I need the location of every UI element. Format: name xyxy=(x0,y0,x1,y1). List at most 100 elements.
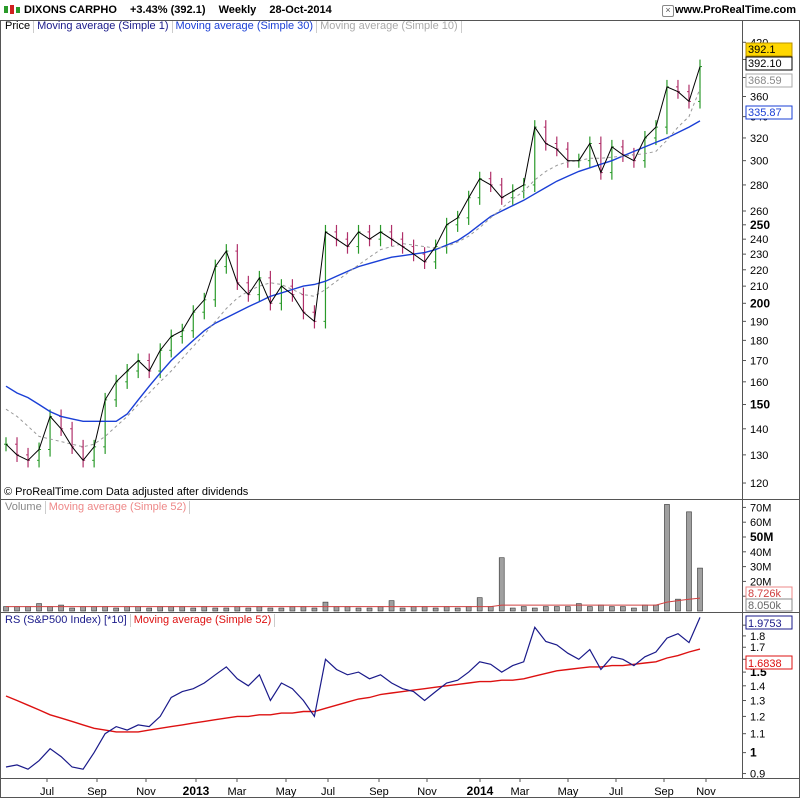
volume-bar xyxy=(664,504,670,612)
volume-bar xyxy=(509,607,516,612)
price-badge xyxy=(745,73,793,88)
rs-badge-label: 1.9753 xyxy=(748,618,782,630)
close-icon[interactable]: × xyxy=(662,5,674,17)
time-tick-label: Nov xyxy=(417,786,437,798)
volume-bar xyxy=(520,606,527,612)
volume-bar xyxy=(609,606,615,612)
price-change: +3.43% (392.1) xyxy=(129,4,206,16)
time-tick-label: Nov xyxy=(136,786,156,798)
rs-tick-label: 0.9 xyxy=(750,769,765,781)
time-tick-label: Sep xyxy=(369,786,389,798)
volume-bar xyxy=(234,606,241,612)
volume-legend: Volume Moving average (Simple 52) xyxy=(2,501,191,514)
volume-bar xyxy=(410,606,417,612)
price-badge-label: 392.10 xyxy=(748,58,782,70)
volume-bar xyxy=(36,603,42,612)
rs-tick-label: 1.2 xyxy=(750,711,765,723)
price-tick-label: 220 xyxy=(750,265,768,277)
outer-frame xyxy=(0,20,800,798)
volume-badge-label: 8.726k xyxy=(748,588,782,600)
price-badge-label: 368.59 xyxy=(748,75,782,87)
time-tick-label: May xyxy=(276,786,297,798)
time-tick-label: May xyxy=(558,786,579,798)
volume-tick-label: 60M xyxy=(750,517,771,529)
volume-bar xyxy=(697,567,703,612)
time-tick-label: 2013 xyxy=(183,784,210,798)
ma1-line xyxy=(5,66,701,462)
volume-bar xyxy=(587,606,593,612)
volume-bar xyxy=(531,607,538,612)
volume-bar xyxy=(421,606,428,612)
volume-bar xyxy=(642,604,648,612)
candlestick-icon xyxy=(4,5,20,14)
price-badge xyxy=(745,42,793,57)
legend-volume-ma[interactable]: Moving average (Simple 52) xyxy=(46,501,191,514)
price-tick-label: 190 xyxy=(750,316,768,328)
price-tick-label: 300 xyxy=(750,156,768,168)
volume-bar xyxy=(168,606,175,612)
volume-bar xyxy=(80,606,86,612)
price-tick-label: 150 xyxy=(750,398,770,412)
price-tick-label: 360 xyxy=(750,92,768,104)
volume-bar xyxy=(113,607,119,612)
ticker-name: DIXONS CARPHO xyxy=(24,4,117,16)
rs-tick-label: 1.8 xyxy=(750,631,765,643)
legend-rs[interactable]: RS (S&P500 Index) [*10] xyxy=(2,614,131,627)
volume-ma-line xyxy=(6,597,701,608)
price-tick-label: 170 xyxy=(750,355,768,367)
rs-legend: RS (S&P500 Index) [*10] Moving average (… xyxy=(2,614,276,627)
price-tick-label: 320 xyxy=(750,133,768,145)
volume-bar xyxy=(124,606,130,612)
volume-bar xyxy=(631,607,637,612)
price-tick-label: 240 xyxy=(750,234,768,246)
price-badge xyxy=(745,105,793,120)
volume-badge-label: 8.050k xyxy=(748,600,782,612)
price-tick-label: 250 xyxy=(750,218,770,232)
volume-bar xyxy=(179,606,186,612)
price-tick-label: 180 xyxy=(750,335,768,347)
price-tick-label: 140 xyxy=(750,424,768,436)
time-tick-label: Sep xyxy=(87,786,107,798)
volume-bar xyxy=(58,604,64,612)
legend-price[interactable]: Price xyxy=(2,20,35,33)
legend-ma10[interactable]: Moving average (Simple 10) xyxy=(317,20,462,33)
volume-bar xyxy=(388,600,395,612)
price-tick-label: 260 xyxy=(750,206,768,218)
volume-tick-label: 40M xyxy=(750,547,771,559)
price-badge xyxy=(745,56,793,71)
rs-tick-label: 1.7 xyxy=(750,642,765,654)
volume-bar xyxy=(565,606,571,612)
volume-bar xyxy=(576,603,582,612)
chart-header: DIXONS CARPHO +3.43% (392.1) Weekly 28-O… xyxy=(0,0,800,20)
time-tick-label: 2014 xyxy=(467,784,494,798)
volume-bar xyxy=(223,607,230,612)
volume-bar xyxy=(465,606,472,612)
price-badge-label: 392.1 xyxy=(748,44,776,56)
volume-bar xyxy=(498,557,505,612)
rs-badge-label: 1.6838 xyxy=(748,658,782,670)
volume-tick-label: 70M xyxy=(750,502,771,514)
volume-bar xyxy=(366,607,373,612)
time-tick-label: Mar xyxy=(511,786,530,798)
volume-bar xyxy=(14,606,20,612)
price-tick-label: 130 xyxy=(750,450,768,462)
ma30-line xyxy=(5,120,701,422)
volume-bar xyxy=(476,597,483,612)
volume-bar xyxy=(91,606,97,612)
rs-ma-line xyxy=(5,648,701,733)
volume-bar xyxy=(3,606,9,612)
rs-tick-label: 1 xyxy=(750,746,757,760)
volume-bar xyxy=(542,606,549,612)
legend-ma30[interactable]: Moving average (Simple 30) xyxy=(173,20,318,33)
volume-bar xyxy=(686,511,692,612)
price-badge-label: 335.87 xyxy=(748,107,782,119)
legend-rs-ma[interactable]: Moving average (Simple 52) xyxy=(131,614,276,627)
price-tick-label: 200 xyxy=(750,296,770,310)
price-footer: © ProRealTime.com Data adjusted after di… xyxy=(4,486,249,498)
volume-bar xyxy=(157,606,164,612)
volume-bar xyxy=(245,607,252,612)
legend-volume[interactable]: Volume xyxy=(2,501,46,514)
legend-ma1[interactable]: Moving average (Simple 1) xyxy=(34,20,173,33)
rs-line xyxy=(5,617,701,770)
